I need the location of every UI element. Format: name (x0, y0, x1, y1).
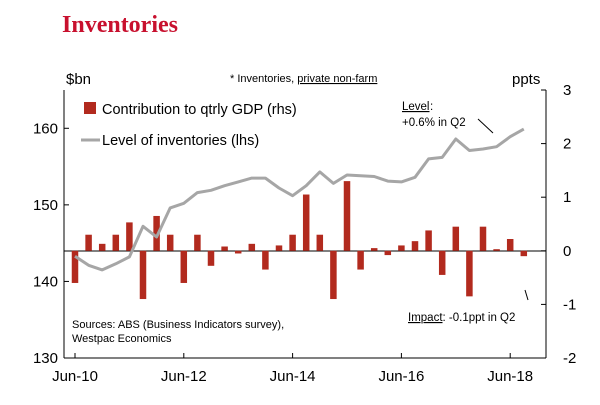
y-left-tick-label: 160 (33, 120, 58, 137)
bar (139, 250, 147, 300)
y-right-tick-label: -2 (563, 350, 576, 367)
bar (248, 243, 256, 251)
y-left-tick-label: 140 (33, 273, 58, 290)
bar (85, 234, 92, 251)
chart-subtitle: * Inventories, private non-farm (230, 73, 377, 85)
bar (479, 226, 487, 251)
bar (425, 230, 432, 251)
x-tick-label: Jun-18 (487, 368, 533, 385)
bar (71, 250, 79, 283)
y-left-tick-label: 130 (33, 350, 58, 367)
x-tick-label: Jun-10 (52, 368, 98, 385)
legend-label-line: Level of inventories (lhs) (102, 133, 259, 149)
bar (234, 250, 242, 254)
bar (194, 234, 201, 251)
bar (289, 234, 296, 251)
bar (384, 250, 392, 256)
page-title: Inventories (62, 12, 178, 38)
bar (112, 234, 120, 251)
bar (343, 181, 351, 251)
y-right-label: ppts (512, 71, 540, 88)
y-right-tick-label: 1 (563, 189, 571, 206)
bar (330, 250, 337, 300)
annotation-level-pointer (477, 118, 494, 134)
bar (411, 241, 419, 251)
sources-line-1: Sources: ABS (Business Indicators survey… (72, 319, 284, 331)
bar (262, 250, 269, 270)
y-left-tick-label: 150 (33, 197, 58, 214)
legend-label-bars: Contribution to qtrly GDP (rhs) (102, 102, 297, 118)
bar (98, 243, 106, 251)
y-left-label: $bn (66, 71, 91, 88)
annotation-level-text: +0.6% in Q2 (402, 117, 466, 129)
bar (438, 250, 446, 275)
bar (370, 248, 378, 251)
y-right-tick-label: 0 (563, 243, 571, 260)
bar-series (71, 181, 528, 300)
sources-line-2: Westpac Economics (72, 333, 172, 345)
bar (275, 245, 283, 251)
line-series (74, 127, 525, 272)
bar (452, 226, 460, 251)
y-right-tick-label: 3 (563, 82, 571, 99)
bar (316, 234, 324, 251)
x-tick-label: Jun-16 (378, 368, 424, 385)
legend: Contribution to qtrly GDP (rhs) Level of… (81, 102, 297, 149)
bar (493, 249, 500, 251)
x-tick-label: Jun-12 (161, 368, 207, 385)
bar (466, 250, 473, 297)
bar (126, 222, 133, 251)
annotation-impact-text: : -0.1ppt in Q2 (443, 312, 516, 324)
annotation-impact-word: Impact (408, 312, 443, 324)
annotation-level-colon: : (430, 101, 433, 113)
x-tick-label: Jun-14 (270, 368, 316, 385)
bar (180, 250, 188, 283)
bar (166, 234, 174, 251)
y-right-tick-label: -1 (563, 296, 576, 313)
subtitle-prefix: * Inventories, (230, 73, 297, 85)
inventory-level-line (74, 127, 525, 272)
bar (506, 239, 514, 251)
subtitle-link: private non-farm (297, 73, 377, 85)
bar (357, 250, 364, 270)
bar (520, 250, 528, 257)
bar (302, 194, 310, 251)
legend-swatch-bars (84, 102, 96, 114)
bar (221, 246, 228, 251)
bar (153, 215, 160, 251)
bar (398, 245, 405, 251)
y-right-tick-label: 2 (563, 136, 571, 153)
bar (207, 250, 215, 266)
annotation-impact-pointer (524, 289, 529, 301)
annotation-impact-label: Impact: -0.1ppt in Q2 (408, 312, 515, 324)
axis-ticks: 130 140 150 160 -2 -1 0 1 2 3 Jun-10 Jun-12 Jun-14 Ju… (33, 82, 576, 385)
annotation-level-label: Level (402, 101, 430, 113)
